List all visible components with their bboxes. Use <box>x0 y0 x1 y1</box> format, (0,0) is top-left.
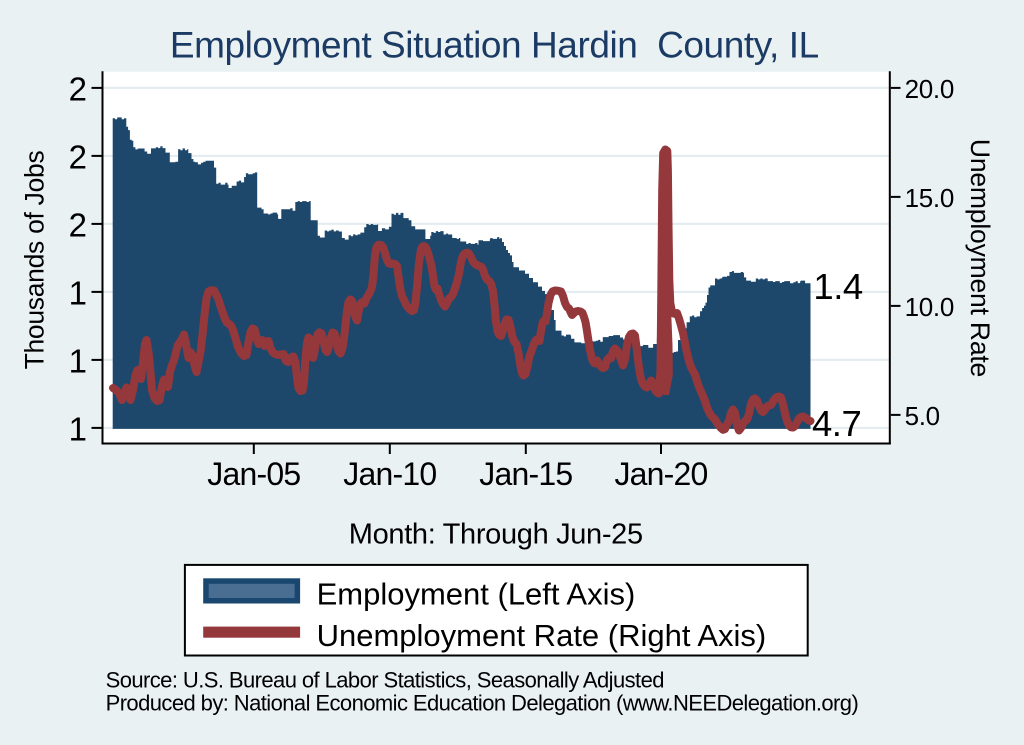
svg-text:2: 2 <box>69 207 87 244</box>
svg-text:1: 1 <box>69 275 87 312</box>
svg-text:20.0: 20.0 <box>905 74 954 104</box>
svg-text:Thousands of Jobs: Thousands of Jobs <box>19 151 49 370</box>
svg-text:1.4: 1.4 <box>813 266 862 307</box>
svg-text:15.0: 15.0 <box>905 183 954 213</box>
svg-text:2: 2 <box>69 139 87 176</box>
svg-text:Employment Situation Hardin C: Employment Situation Hardin County, IL <box>170 25 819 66</box>
svg-text:Unemployment Rate (Right Axis): Unemployment Rate (Right Axis) <box>317 618 767 653</box>
svg-text:1: 1 <box>69 411 87 448</box>
svg-text:Jan-20: Jan-20 <box>614 456 707 492</box>
svg-text:Unemployment Rate: Unemployment Rate <box>965 139 995 377</box>
svg-text:Jan-10: Jan-10 <box>343 456 436 492</box>
svg-text:Jan-15: Jan-15 <box>479 456 572 492</box>
svg-text:1: 1 <box>69 343 87 380</box>
svg-text:4.7: 4.7 <box>812 403 861 444</box>
svg-text:10.0: 10.0 <box>905 292 954 322</box>
svg-text:Month: Through Jun-25: Month: Through Jun-25 <box>349 519 643 551</box>
svg-text:Source: U.S. Bureau of Labor S: Source: U.S. Bureau of Labor Statistics,… <box>106 668 664 693</box>
svg-text:Jan-05: Jan-05 <box>207 456 300 492</box>
svg-text:Employment (Left Axis): Employment (Left Axis) <box>317 576 636 611</box>
svg-text:Produced by: National Economic: Produced by: National Economic Education… <box>106 690 859 715</box>
svg-text:5.0: 5.0 <box>905 401 940 431</box>
svg-text:2: 2 <box>69 71 87 108</box>
